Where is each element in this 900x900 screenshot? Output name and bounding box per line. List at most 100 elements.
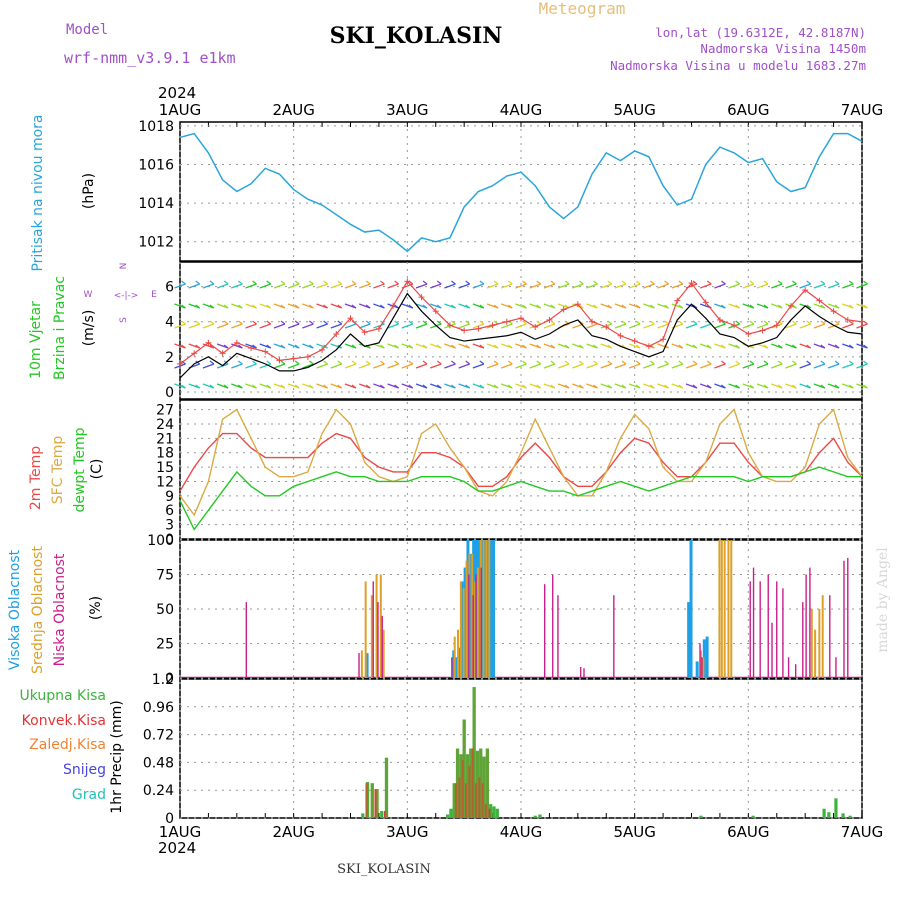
temp-2m-line — [179, 432, 863, 492]
low-cloud-bar — [802, 602, 804, 678]
wind-barb — [700, 283, 712, 289]
mid-cloud-bar — [476, 567, 479, 678]
wind-barb-head — [237, 344, 243, 349]
wind-barb — [643, 363, 655, 369]
wind-barb — [572, 283, 584, 289]
low-cloud-bar — [787, 657, 790, 678]
wind-barb-head — [266, 360, 272, 365]
wind-barb — [231, 323, 243, 329]
wind-barb-head — [735, 384, 740, 389]
day-label-top: 3AUG — [386, 101, 428, 119]
wind-barb-head — [522, 280, 527, 285]
wind-title-2: Brzina i Pravac — [52, 276, 68, 380]
wind-barb-head — [635, 360, 641, 365]
wind-barb — [799, 363, 811, 369]
low-cloud-bar — [776, 581, 778, 678]
wind-barb-head — [252, 360, 257, 365]
y-tick-label: 25 — [156, 637, 174, 653]
wind-barb-head — [607, 384, 613, 389]
wind-barb-head — [351, 384, 357, 389]
wind-barb — [287, 283, 300, 289]
wind-barb — [842, 323, 854, 329]
high-cloud-bar — [489, 540, 493, 678]
mixed-rain-bar — [482, 756, 486, 818]
wind-barb-head — [650, 360, 655, 365]
wind-barb-head — [380, 384, 385, 389]
wind-barb — [287, 363, 300, 369]
low-cloud-bar — [552, 574, 554, 678]
wind-barb-head — [550, 304, 556, 309]
cloud-title-2: Srednja Oblacnost — [30, 546, 46, 674]
wind-barb-head — [550, 280, 556, 285]
wind-barb — [785, 363, 797, 369]
wind-barb-head — [436, 384, 442, 389]
mid-cloud-bar — [720, 540, 723, 678]
low-cloud-bar — [372, 581, 374, 678]
wind-barb-head — [451, 384, 456, 389]
wind-barb-head — [436, 360, 442, 365]
wind-barb-head — [664, 304, 669, 309]
temp-title-3: dewpt Temp — [72, 427, 88, 512]
wind-barb-head — [209, 304, 215, 309]
legend-total-rain: Ukupna Kisa — [19, 688, 106, 704]
wind-barb-head — [792, 280, 797, 285]
wind-barb-head — [792, 384, 797, 389]
mixed-rain-bar — [469, 748, 473, 818]
wind-barb-head — [195, 280, 201, 285]
wind-barb-head — [237, 304, 243, 309]
wind-barb-head — [237, 384, 243, 389]
pressure-title: Pritisak na nivou mora — [30, 114, 46, 271]
wind-barb — [756, 323, 769, 329]
wind-barb-head — [223, 344, 229, 349]
wind-barb-head — [578, 360, 584, 365]
wind-barb-head — [209, 360, 215, 365]
wind-barb-head — [863, 280, 868, 285]
y-tick-label: 6 — [165, 280, 174, 296]
model-name: wrf-nmm_v3.9.1 e1km — [64, 49, 236, 67]
wind-barb — [231, 283, 243, 289]
wind-barb-head — [337, 280, 343, 285]
wind-barb-head — [735, 280, 740, 285]
wind-barb-head — [806, 320, 812, 325]
wind-barb-head — [479, 320, 485, 325]
wind-barb-head — [507, 344, 513, 349]
wind-barb-head — [721, 280, 726, 285]
wind-barb-head — [578, 384, 584, 389]
wind-barb — [643, 323, 655, 329]
wind-barb-head — [706, 344, 712, 349]
wind-barb-head — [408, 344, 414, 349]
wind-barb-head — [294, 360, 300, 365]
wind-barb — [827, 323, 840, 329]
wind-barb-head — [451, 360, 456, 365]
wind-barb-head — [763, 384, 769, 389]
temp-title-2: SFC Temp — [50, 436, 66, 505]
wind-barb-head — [806, 344, 812, 349]
wind-barb-head — [465, 280, 471, 285]
convective-rain-bar — [488, 808, 491, 818]
wind-barb-head — [280, 304, 286, 309]
wind-barb-head — [195, 304, 201, 309]
low-cloud-bar — [381, 615, 383, 678]
wind-barb-head — [721, 360, 726, 365]
mid-cloud-bar — [818, 609, 821, 678]
mixed-rain-bar — [384, 757, 389, 818]
low-cloud-bar — [782, 588, 784, 678]
y-tick-label: 15 — [156, 460, 174, 476]
high-cloud-bar — [486, 540, 490, 678]
low-cloud-bar — [468, 574, 470, 678]
mid-cloud-bar — [453, 636, 456, 678]
wind-barb — [714, 323, 726, 329]
wind-barb-head — [181, 320, 186, 325]
wind-barb-head — [436, 280, 442, 285]
wind-barb — [344, 323, 357, 329]
wind-barb-head — [309, 320, 314, 325]
wind-barb-head — [522, 384, 527, 389]
wind-barb-head — [848, 384, 854, 389]
wind-barb-head — [181, 384, 186, 389]
wind-barb — [799, 323, 811, 329]
wind-barb-head — [209, 344, 215, 349]
day-label-bottom: 4AUG — [500, 823, 542, 841]
footer-station: SKI_KOLASIN — [337, 862, 431, 877]
wind-barb-head — [863, 384, 868, 389]
wind-barb — [273, 323, 286, 329]
